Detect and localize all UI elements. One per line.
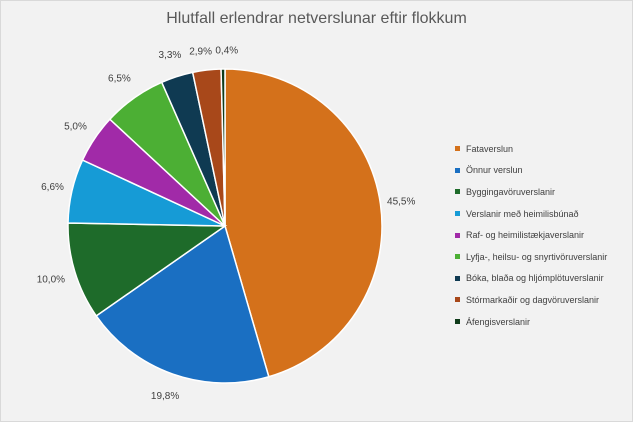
legend-label: Verslanir með heimilisbúnað xyxy=(466,208,579,219)
legend-swatch xyxy=(455,319,460,325)
data-label-9: 0,4% xyxy=(215,46,238,57)
data-label-6: 6,5% xyxy=(108,73,131,84)
legend-item-8[interactable]: Stórmarkaðir og dagvöruverslanir xyxy=(455,289,607,311)
data-label-4: 6,6% xyxy=(41,182,64,193)
data-label-1: 45,5% xyxy=(387,196,415,207)
data-label-5: 5,0% xyxy=(64,121,87,132)
legend-swatch xyxy=(455,254,460,260)
legend-label: Byggingavöruverslanir xyxy=(466,186,556,197)
legend-item-4[interactable]: Verslanir með heimilisbúnað xyxy=(455,203,607,225)
legend-swatch xyxy=(455,275,460,281)
legend-item-2[interactable]: Önnur verslun xyxy=(455,160,607,182)
data-label-8: 2,9% xyxy=(189,47,212,58)
legend-swatch xyxy=(455,297,460,303)
legend-swatch xyxy=(455,232,460,238)
legend-item-1[interactable]: Fataverslun xyxy=(455,138,607,160)
pie-slice-2[interactable] xyxy=(95,224,270,384)
legend-label: Lyfja-, heilsu- og snyrtivöruverslanir xyxy=(466,251,608,262)
legend-item-6[interactable]: Lyfja-, heilsu- og snyrtivöruverslanir xyxy=(455,246,607,268)
legend-label: Fataverslun xyxy=(466,143,514,154)
legend-label: Raf- og heimilistækjaverslanir xyxy=(466,230,585,241)
data-label-3: 10,0% xyxy=(37,274,65,285)
legend-label: Áfengisverslanir xyxy=(466,316,531,327)
data-label-7: 3,3% xyxy=(159,50,182,61)
legend-item-3[interactable]: Byggingavöruverslanir xyxy=(455,181,607,203)
legend-swatch xyxy=(455,167,460,173)
chart-title: Hlutfall erlendrar netverslunar eftir fl… xyxy=(166,10,467,27)
legend: Fataverslun Önnur verslun Byggingavöruvers… xyxy=(455,138,607,332)
legend-label: Stórmarkaðir og dagvöruverslanir xyxy=(466,294,600,305)
legend-item-7[interactable]: Bóka, blaða og hljómplötuverslanir xyxy=(455,268,607,290)
legend-swatch xyxy=(455,189,460,195)
legend-label: Bóka, blaða og hljómplötuverslanir xyxy=(466,273,604,284)
pie-slice-3[interactable] xyxy=(67,222,228,317)
pie-slice-9[interactable] xyxy=(220,68,226,227)
legend-item-9[interactable]: Áfengisverslanir xyxy=(455,311,607,333)
legend-item-5[interactable]: Raf- og heimilistækjaverslanir xyxy=(455,224,607,246)
legend-swatch xyxy=(455,146,460,152)
pie-slice-1[interactable] xyxy=(224,68,383,378)
legend-swatch xyxy=(455,211,460,217)
legend-label: Önnur verslun xyxy=(466,165,523,176)
data-label-2: 19,8% xyxy=(151,391,179,402)
